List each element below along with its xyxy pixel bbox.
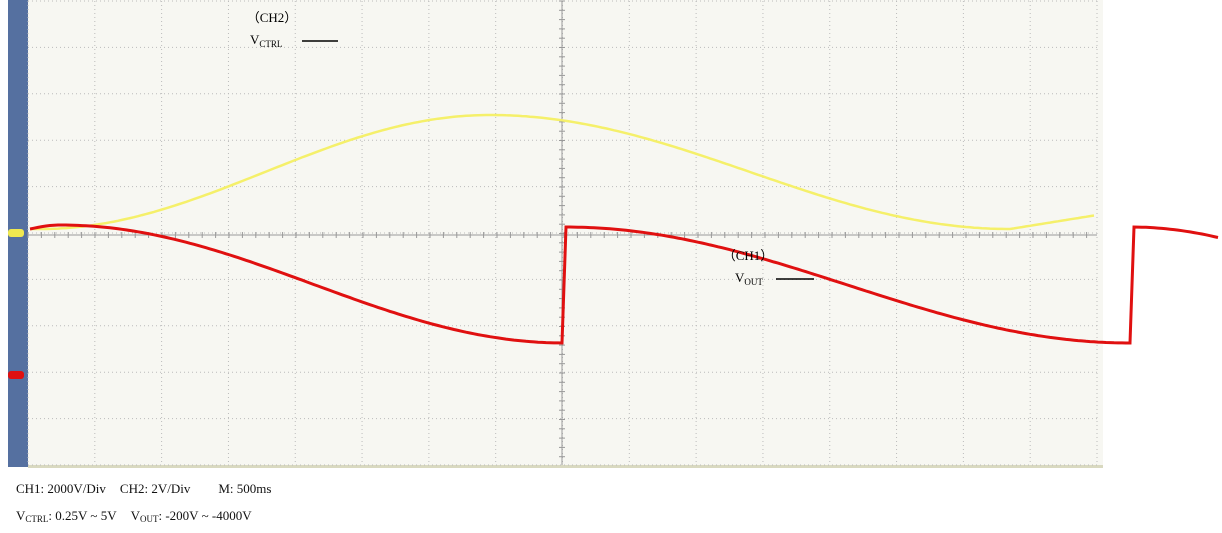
footer-line-1: CH1: 2000V/Div CH2: 2V/Div M: 500ms (16, 481, 271, 497)
ch1-trace (29, 223, 1219, 345)
out-range: VOUT: -200V ~ -4000V (130, 508, 252, 524)
ch2-scale: CH2: 2V/Div (119, 481, 191, 496)
ch2-symbol: VCTRL (250, 32, 282, 49)
ch1-label: （CH1） (723, 248, 774, 263)
ch1-scale: CH1: 2000V/Div (16, 481, 106, 496)
footer-line-2: VCTRL: 0.25V ~ 5V VOUT: -200V ~ -4000V (16, 508, 252, 524)
ch2-marker (8, 229, 24, 237)
time-scale: M: 500ms (218, 481, 272, 496)
ch2-trace (30, 113, 1095, 231)
ctrl-range: VCTRL: 0.25V ~ 5V (16, 508, 117, 524)
bottom-edge (28, 465, 1103, 468)
ch2-label: （CH2） (247, 10, 298, 25)
ch1-marker (8, 371, 24, 379)
scope-screen: （CH2） VCTRL （CH1） VOUT (8, 0, 1219, 468)
ch1-symbol: VOUT (735, 270, 763, 287)
